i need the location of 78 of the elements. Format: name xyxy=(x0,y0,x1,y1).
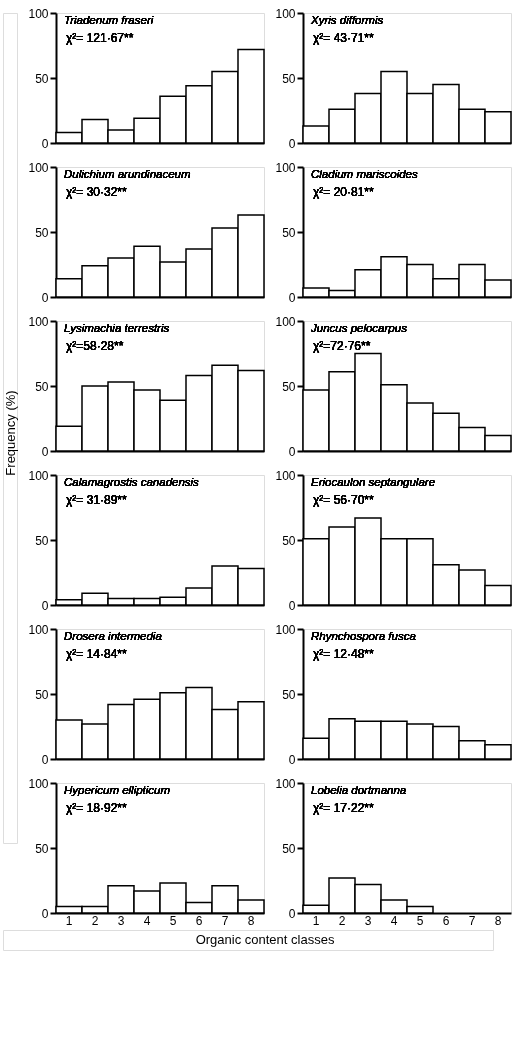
y-tick-label: 50 xyxy=(282,71,296,86)
y-tick-label: 0 xyxy=(288,444,296,459)
chart-title: Lysimachia terrestris xyxy=(64,322,170,334)
y-tick-label: 100 xyxy=(28,314,49,329)
x-tick-label: 4 xyxy=(390,913,398,928)
y-tick-label: 50 xyxy=(35,71,49,86)
y-tick-label: 0 xyxy=(288,906,296,921)
y-tick-label: 0 xyxy=(41,444,49,459)
chart-title: Calamagrostis canadensis xyxy=(64,476,200,488)
x-tick-label: 7 xyxy=(468,913,476,928)
y-tick-label: 100 xyxy=(275,468,296,483)
annotation: χ²= 30·32** xyxy=(66,185,127,199)
x-tick-label: 5 xyxy=(416,913,424,928)
annotation: χ²=58·28** xyxy=(66,339,124,353)
y-tick-label: 0 xyxy=(41,906,49,921)
annotation: χ²= 31·89** xyxy=(66,493,127,507)
annotation: χ²= 20·81** xyxy=(313,185,374,199)
chart-title: Drosera intermedia xyxy=(64,630,162,642)
y-axis-title: Frequency (%) xyxy=(3,390,18,476)
chart-title: Lobelia dortmanna xyxy=(311,784,407,796)
annotation: χ²= 12·48** xyxy=(313,647,374,661)
x-tick-label: 6 xyxy=(195,913,203,928)
y-tick-label: 100 xyxy=(28,160,49,175)
chart-title: Hypericum ellipticum xyxy=(64,784,171,796)
x-tick-label: 2 xyxy=(338,913,346,928)
y-tick-label: 100 xyxy=(275,622,296,637)
y-tick-label: 50 xyxy=(35,379,49,394)
y-tick-label: 0 xyxy=(41,598,49,613)
chart-title: Eriocaulon septangulare xyxy=(311,476,436,488)
y-tick-label: 0 xyxy=(41,136,49,151)
y-tick-label: 50 xyxy=(282,841,296,856)
annotation: χ²= 43·71** xyxy=(313,31,374,45)
y-tick-label: 0 xyxy=(288,136,296,151)
annotation: χ²= 56·70** xyxy=(313,493,374,507)
y-tick-label: 100 xyxy=(28,6,49,21)
y-tick-label: 100 xyxy=(275,314,296,329)
x-tick-label: 1 xyxy=(312,913,320,928)
y-tick-label: 50 xyxy=(282,379,296,394)
chart-title: Xyris difformis xyxy=(310,14,384,26)
x-tick-label: 3 xyxy=(117,913,125,928)
x-tick-label: 1 xyxy=(65,913,73,928)
annotation: χ²= 18·92** xyxy=(66,801,127,815)
y-tick-label: 50 xyxy=(35,687,49,702)
x-tick-label: 6 xyxy=(442,913,450,928)
y-tick-label: 100 xyxy=(28,622,49,637)
y-tick-label: 50 xyxy=(35,225,49,240)
y-tick-label: 50 xyxy=(282,533,296,548)
chart-title: Juncus pelocarpus xyxy=(310,322,408,334)
x-tick-label: 7 xyxy=(221,913,229,928)
chart-title: Triadenum fraseri xyxy=(64,14,154,26)
y-tick-label: 50 xyxy=(35,533,49,548)
chart-title: Dulichium arundinaceum xyxy=(64,168,191,180)
y-tick-label: 100 xyxy=(275,160,296,175)
x-tick-label: 5 xyxy=(169,913,177,928)
chart-title: Cladium mariscoides xyxy=(311,168,418,180)
annotation: χ²= 14·84** xyxy=(66,647,127,661)
x-tick-label: 2 xyxy=(91,913,99,928)
annotation: χ²= 17·22** xyxy=(313,801,374,815)
y-tick-label: 50 xyxy=(282,225,296,240)
annotation: χ²=72·76** xyxy=(313,339,371,353)
annotation: χ²= 121·67** xyxy=(66,31,134,45)
x-tick-label: 3 xyxy=(364,913,372,928)
y-tick-label: 100 xyxy=(28,776,49,791)
x-tick-label: 8 xyxy=(247,913,255,928)
x-axis-title: Organic content classes xyxy=(195,932,335,947)
y-tick-label: 100 xyxy=(275,6,296,21)
y-tick-label: 50 xyxy=(35,841,49,856)
x-tick-label: 8 xyxy=(494,913,502,928)
y-tick-label: 50 xyxy=(282,687,296,702)
chart-title: Rhynchospora fusca xyxy=(311,630,416,642)
y-tick-label: 0 xyxy=(288,290,296,305)
y-tick-label: 0 xyxy=(41,290,49,305)
y-tick-label: 0 xyxy=(41,752,49,767)
x-tick-label: 4 xyxy=(143,913,151,928)
y-tick-label: 0 xyxy=(288,752,296,767)
y-tick-label: 0 xyxy=(288,598,296,613)
y-tick-label: 100 xyxy=(28,468,49,483)
y-tick-label: 100 xyxy=(275,776,296,791)
